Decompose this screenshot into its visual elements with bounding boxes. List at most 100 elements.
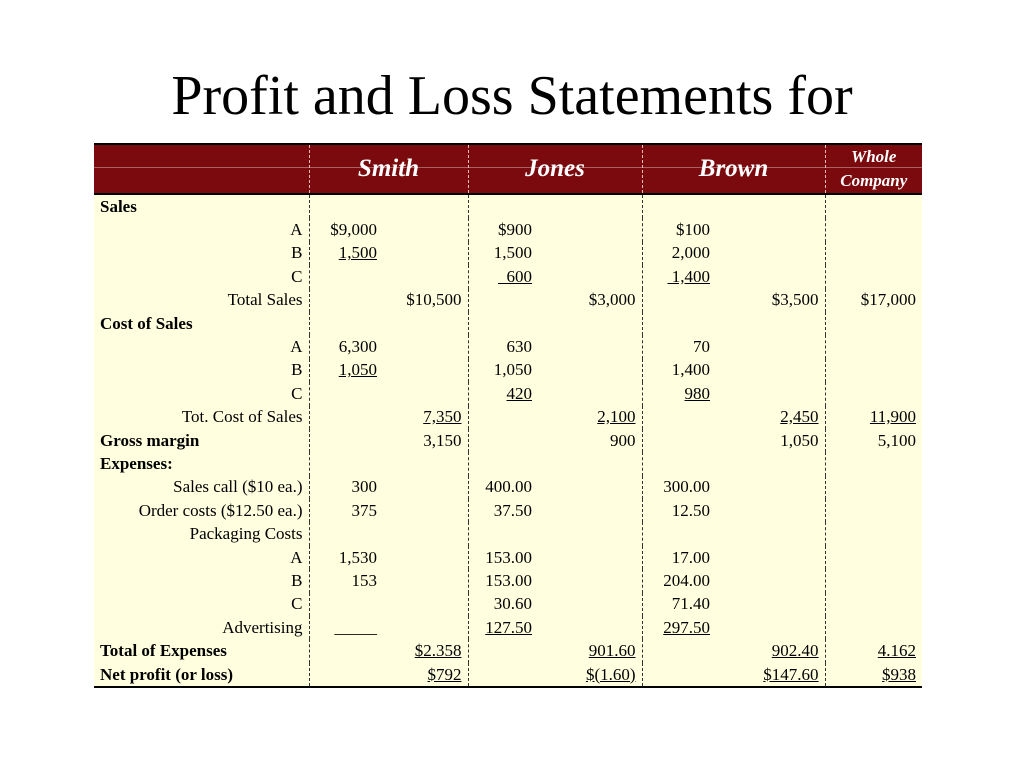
table-cell: 2,100 xyxy=(538,405,643,429)
row-label: A xyxy=(94,335,309,359)
table-cell xyxy=(538,452,643,476)
cell-value: $10,500 xyxy=(406,290,462,310)
table-header-row: Smith Jones Brown Whole Company xyxy=(94,143,923,195)
cell-value: $938 xyxy=(882,664,917,684)
table-cell xyxy=(716,194,826,219)
table-cell xyxy=(641,288,717,312)
table-cell: 375 xyxy=(308,499,383,523)
table-cell: 153.00 xyxy=(467,569,538,593)
table-cell xyxy=(308,592,383,617)
table-cell xyxy=(308,452,383,476)
table-cell xyxy=(824,335,923,359)
table-cell xyxy=(641,452,717,476)
table-cell xyxy=(383,241,468,266)
table-cell: 400.00 xyxy=(467,475,538,500)
table-cell xyxy=(383,358,468,383)
cell-value: 153.00 xyxy=(485,570,532,590)
cell-value: 400.00 xyxy=(485,477,532,497)
table-cell xyxy=(538,382,643,406)
row-label: C xyxy=(94,382,309,406)
table-cell xyxy=(467,452,538,476)
table-cell xyxy=(538,569,643,593)
cell-value: 71.40 xyxy=(671,594,711,614)
table-row: Tot. Cost of Sales 7,350 2,100 2,450 11,900 xyxy=(94,405,923,429)
table-cell xyxy=(308,194,383,219)
table-cell: 11,900 xyxy=(824,405,923,429)
cell-value: 600 xyxy=(498,266,533,286)
table-cell xyxy=(716,382,826,406)
cell-value: 1,400 xyxy=(667,266,711,286)
table-cell xyxy=(467,662,538,689)
table-cell: 4.162 xyxy=(824,639,923,663)
profit-loss-table-container: Smith Jones Brown Whole Company Sales A $9… xyxy=(94,143,923,689)
table-cell: $3,500 xyxy=(716,288,826,312)
cell-value: 127.50 xyxy=(485,617,532,637)
cell-value: 6,300 xyxy=(338,337,377,357)
row-label: Net profit (or loss) xyxy=(94,662,309,689)
table-cell xyxy=(538,522,643,546)
cell-value: 11,900 xyxy=(869,407,917,427)
cell-value: 420 xyxy=(506,383,533,403)
table-cell xyxy=(824,452,923,476)
cell-value: 17.00 xyxy=(671,547,711,567)
table-row: Sales call ($10 ea.) 300 400.00 300.00 xyxy=(94,475,923,500)
table-cell: 204.00 xyxy=(641,569,717,593)
cell-value: 300.00 xyxy=(663,477,711,497)
table-cell xyxy=(308,265,383,289)
table-cell xyxy=(467,428,538,453)
row-label: B xyxy=(94,569,309,593)
table-cell xyxy=(641,405,717,429)
table-cell xyxy=(641,311,717,336)
cell-value: 2,450 xyxy=(780,407,819,427)
table-cell xyxy=(824,218,923,242)
table-cell xyxy=(538,475,643,500)
table-cell xyxy=(824,382,923,406)
row-label: Advertising xyxy=(94,616,309,640)
table-cell xyxy=(716,545,826,570)
table-cell xyxy=(824,241,923,266)
table-cell: 70 xyxy=(641,335,717,359)
table-cell: 153.00 xyxy=(467,545,538,570)
row-label: B xyxy=(94,358,309,383)
table-cell: 5,100 xyxy=(824,428,923,453)
cell-value: 1,500 xyxy=(338,243,377,263)
cell-value: 1,050 xyxy=(780,430,819,450)
table-cell xyxy=(716,241,826,266)
table-cell: $900 xyxy=(467,218,538,242)
table-cell xyxy=(308,311,383,336)
cell-value: $900 xyxy=(498,220,532,240)
cell-value: $17,000 xyxy=(860,290,917,310)
table-cell xyxy=(716,499,826,523)
cell-value: 204.00 xyxy=(663,570,711,590)
column-header-brown: Brown xyxy=(641,143,826,195)
table-cell xyxy=(716,358,826,383)
table-cell xyxy=(716,311,826,336)
table-cell xyxy=(641,522,717,546)
column-header-smith: Smith xyxy=(308,143,468,195)
table-row: B 1,050 1,050 1,400 xyxy=(94,358,923,383)
table-cell xyxy=(308,382,383,406)
table-row: B 153 153.00 204.00 xyxy=(94,569,923,593)
table-cell xyxy=(308,522,383,546)
cell-value: 901.60 xyxy=(588,641,636,661)
table-cell: $2.358 xyxy=(383,639,468,663)
cell-value: 1,400 xyxy=(671,360,711,380)
cell-value: 7,350 xyxy=(423,407,462,427)
table-cell xyxy=(824,616,923,640)
table-cell: 71.40 xyxy=(641,592,717,617)
cell-value: 900 xyxy=(610,430,636,450)
table-row: A 1,530 153.00 17.00 xyxy=(94,545,923,570)
cell-value: 153 xyxy=(351,570,378,590)
table-cell xyxy=(383,616,468,640)
cell-value: $2.358 xyxy=(414,641,462,661)
table-cell xyxy=(824,194,923,219)
table-cell xyxy=(383,475,468,500)
table-cell xyxy=(383,452,468,476)
table-cell xyxy=(308,288,383,312)
table-cell xyxy=(383,382,468,406)
table-cell xyxy=(824,569,923,593)
table-cell xyxy=(467,288,538,312)
cell-value: $792 xyxy=(427,664,462,684)
table-cell: 12.50 xyxy=(641,499,717,523)
table-cell xyxy=(538,311,643,336)
